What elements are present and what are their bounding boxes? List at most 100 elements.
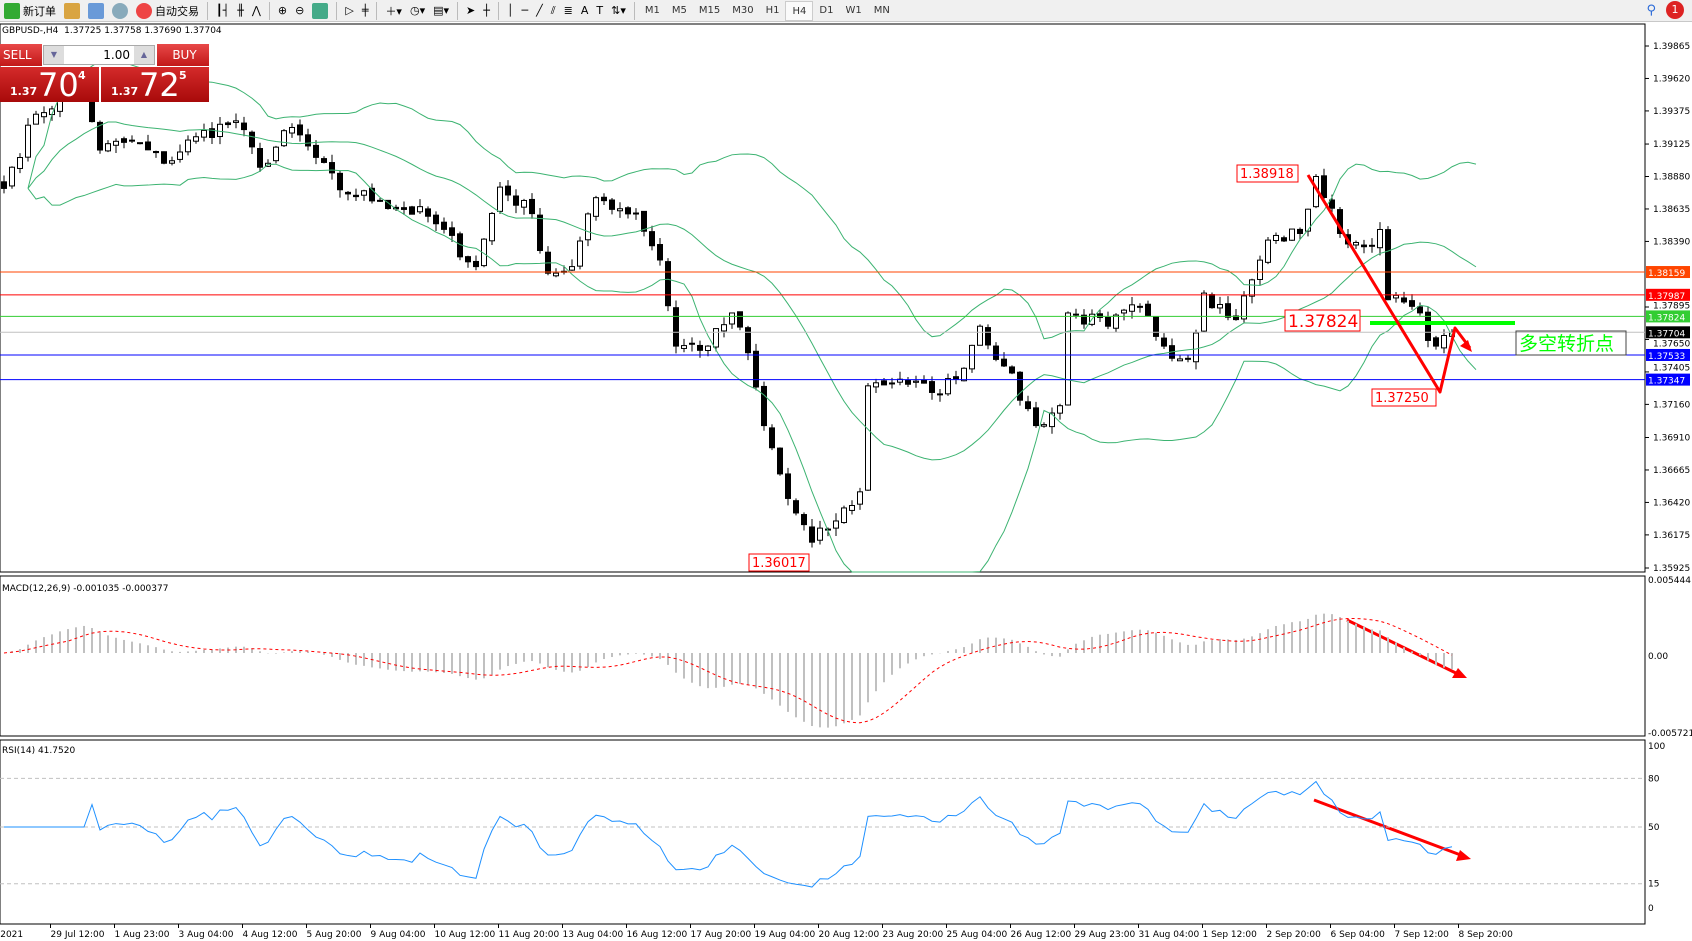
fibonacci-icon[interactable]: ≣	[563, 4, 573, 17]
price-label-bg	[1646, 310, 1690, 323]
bull-candle	[1201, 292, 1207, 332]
bull-candle	[1073, 313, 1079, 316]
arrow-head	[1460, 340, 1472, 352]
timeframe-h4[interactable]: H4	[785, 0, 814, 21]
bear-candle	[929, 381, 935, 393]
bull-candle	[177, 151, 183, 160]
bear-candle	[369, 187, 375, 202]
symbol-info: GBPUSD-,H4 1.37725 1.37758 1.37690 1.377…	[2, 26, 222, 36]
bear-candle	[537, 214, 543, 251]
bull-candle	[497, 186, 503, 212]
bollinger-lower	[27, 163, 1477, 573]
bull-candle	[193, 136, 199, 142]
separator	[497, 1, 499, 20]
templates-icon[interactable]: ▤▾	[433, 4, 450, 17]
time-axis-label: 29 Aug 23:00	[1075, 930, 1136, 940]
time-axis-label: 5 Aug 20:00	[307, 930, 362, 940]
zoom-in-icon[interactable]: ⊕	[277, 4, 288, 17]
bull-candle	[233, 120, 239, 123]
text-tool-icon[interactable]: A	[580, 4, 589, 17]
bar-chart-icon[interactable]: ┃┤	[216, 4, 230, 17]
bear-candle	[953, 376, 959, 380]
time-axis-label: 16 Aug 12:00	[627, 930, 688, 940]
bear-candle	[441, 221, 447, 230]
new-order-button[interactable]: 新订单	[0, 1, 60, 21]
data-window-icon[interactable]	[88, 2, 104, 19]
bear-candle	[161, 151, 167, 164]
bear-candle	[473, 260, 479, 268]
timeframe-mn[interactable]: MN	[873, 4, 890, 16]
bear-candle	[353, 194, 359, 198]
lot-size-stepper[interactable]: ▼ ▲	[43, 45, 155, 65]
bear-candle	[689, 342, 695, 345]
one-click-trading-panel: SELL ▼ ▲ BUY 1.37 70 4 1.37 72 5	[0, 44, 210, 102]
autoscroll-icon[interactable]: ▷	[345, 4, 354, 17]
navigator-icon[interactable]	[112, 2, 128, 19]
bear-candle	[209, 128, 215, 138]
bull-candle	[577, 240, 583, 267]
bull-candle	[113, 140, 119, 146]
price-axis-label: 1.38635	[1653, 205, 1690, 215]
time-axis-label: 23 Aug 20:00	[883, 930, 944, 940]
sell-price[interactable]: 1.37 70 4	[0, 67, 99, 102]
cursor-icon[interactable]: ➤	[466, 4, 476, 17]
bull-candle	[817, 527, 823, 541]
text-label-icon[interactable]: T	[596, 4, 604, 17]
search-icon[interactable]: ⚲	[1646, 3, 1656, 18]
bear-candle	[745, 327, 751, 354]
time-axis-label: 8 Sep 20:00	[1459, 930, 1514, 940]
vertical-line-icon[interactable]: │	[506, 4, 514, 17]
indicators-icon[interactable]: ＋▾	[385, 4, 402, 18]
lot-decrease-icon[interactable]: ▼	[44, 46, 64, 64]
bear-candle	[225, 122, 231, 126]
candlestick-icon[interactable]: ╫	[237, 4, 244, 17]
turn-point-box	[1515, 330, 1627, 356]
bull-candle	[1305, 208, 1311, 232]
time-axis-label: 17 Aug 20:00	[691, 930, 752, 940]
ohlc-low: 1.37690	[144, 26, 182, 36]
timeframe-m30[interactable]: M30	[732, 4, 754, 16]
bull-candle	[553, 272, 559, 277]
timeframe-m5[interactable]: M5	[671, 4, 687, 16]
bear-candle	[305, 134, 311, 147]
timeframe-m1[interactable]: M1	[644, 4, 660, 16]
timeframe-w1[interactable]: W1	[845, 4, 862, 16]
bull-candle	[857, 491, 863, 505]
trendline-icon[interactable]: ╱	[536, 4, 543, 17]
zoom-out-icon[interactable]: ⊖	[295, 4, 305, 17]
bear-candle	[921, 379, 927, 384]
lot-size-input[interactable]	[64, 46, 134, 64]
price-axis-label: 1.37895	[1653, 302, 1690, 312]
rsi-line	[4, 780, 1453, 888]
arrows-icon[interactable]: ⇅▾	[611, 4, 626, 17]
bear-candle	[633, 212, 639, 215]
lot-increase-icon[interactable]: ▲	[134, 46, 154, 64]
bear-candle	[1161, 337, 1167, 347]
auto-trading-button[interactable]: 自动交易	[132, 1, 203, 21]
timeframe-h1[interactable]: H1	[765, 4, 780, 16]
horizontal-line-icon[interactable]: ─	[521, 4, 529, 17]
chart-shift-icon[interactable]: ╪	[361, 4, 369, 17]
channel-icon[interactable]: ⫽	[550, 3, 556, 17]
timeframe-d1[interactable]: D1	[819, 4, 834, 16]
notification-badge[interactable]: 1	[1666, 1, 1684, 19]
timeframe-m15[interactable]: M15	[698, 4, 721, 16]
pivot-price-label-box	[1284, 309, 1361, 332]
bull-candle	[849, 505, 855, 511]
buy-button[interactable]: BUY	[157, 44, 209, 66]
bull-candle	[969, 344, 975, 370]
bull-candle	[1273, 234, 1279, 242]
time-axis-label: 20 Aug 12:00	[819, 930, 880, 940]
tile-windows-icon[interactable]	[312, 2, 329, 19]
bull-candle	[1393, 294, 1399, 299]
periods-icon[interactable]: ◷▾	[409, 4, 426, 17]
line-chart-icon[interactable]: ⋀	[251, 4, 261, 17]
macd-axis-label: -0.005721	[1648, 729, 1692, 739]
time-axis-label: 29 Jul 12:00	[51, 930, 105, 940]
bull-candle	[201, 129, 207, 138]
buy-price[interactable]: 1.37 72 5	[101, 67, 209, 102]
sell-button[interactable]: SELL	[0, 44, 42, 66]
market-watch-icon[interactable]	[64, 2, 80, 19]
crosshair-icon[interactable]: ┼	[483, 4, 490, 17]
